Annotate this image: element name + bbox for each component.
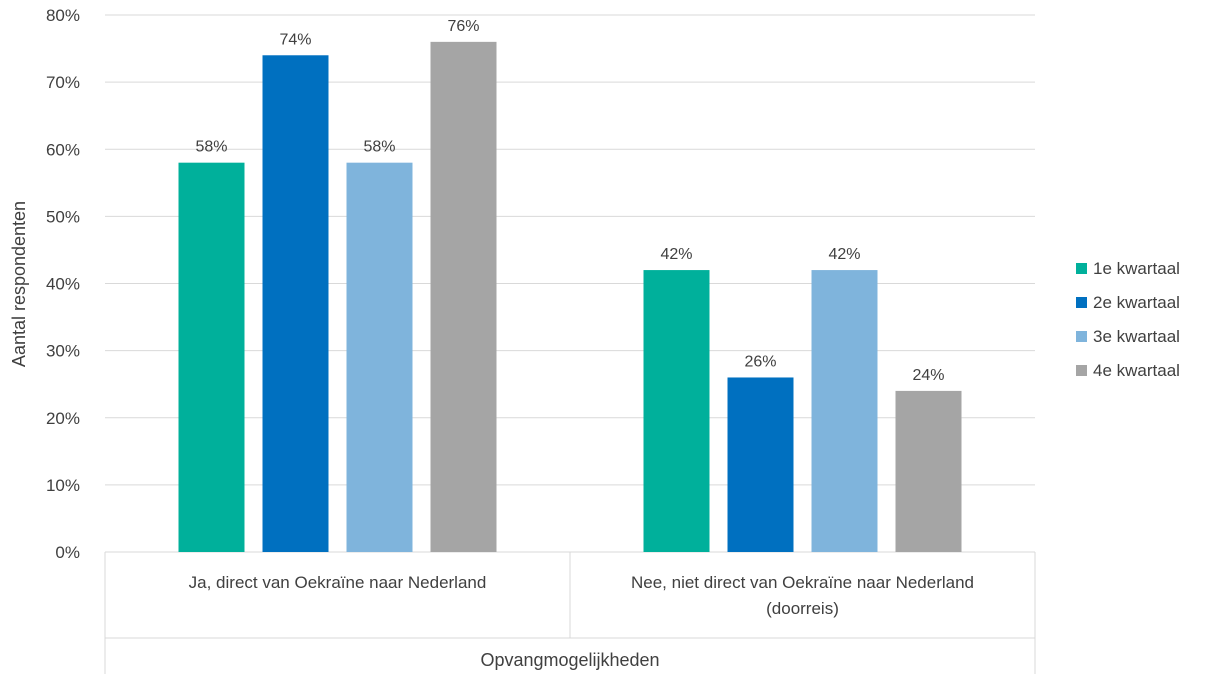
data-labels: 58% 74% 58% 76% 42% 26% 42% 24% (195, 18, 944, 384)
legend-swatch (1076, 331, 1087, 342)
x-axis: Ja, direct van Oekraïne naar Nederland Ne… (104, 552, 1036, 674)
category-label: Nee, niet direct van Oekraïne naar Neder… (631, 573, 974, 592)
y-tick-label: 20% (46, 409, 80, 428)
bar (178, 162, 245, 553)
legend-label: 1e kwartaal (1093, 259, 1180, 278)
bar-data-label: 58% (195, 139, 227, 156)
legend: 1e kwartaal 2e kwartaal 3e kwartaal 4e kwar… (1076, 259, 1180, 380)
bar (895, 390, 962, 552)
bar-data-label: 58% (363, 139, 395, 156)
legend-swatch (1076, 297, 1087, 308)
category-label: (doorreis) (766, 599, 839, 618)
y-axis-title: Aantal respondenten (9, 201, 29, 367)
category-label: Ja, direct van Oekraïne naar Nederland (189, 573, 487, 592)
y-tick-label: 50% (46, 207, 80, 226)
y-tick-label: 70% (46, 73, 80, 92)
bar (811, 270, 878, 552)
bar-data-label: 42% (660, 246, 692, 263)
y-tick-label: 40% (46, 275, 80, 294)
bar (346, 162, 413, 553)
legend-label: 3e kwartaal (1093, 327, 1180, 346)
legend-swatch (1076, 263, 1087, 274)
bar-data-label: 24% (912, 367, 944, 384)
y-tick-label: 60% (46, 140, 80, 159)
y-tick-label: 0% (55, 543, 80, 562)
bar (430, 41, 497, 552)
legend-label: 2e kwartaal (1093, 293, 1180, 312)
bar-data-label: 42% (828, 246, 860, 263)
y-tick-label: 80% (46, 6, 80, 25)
y-axis-ticks: 0% 10% 20% 30% 40% 50% 60% 70% 80% (46, 6, 80, 562)
bar (727, 377, 794, 552)
y-tick-label: 10% (46, 476, 80, 495)
legend-swatch (1076, 365, 1087, 376)
bar (643, 270, 710, 552)
bar-data-label: 26% (744, 353, 776, 370)
bar (262, 55, 329, 553)
gridlines (105, 14, 1035, 553)
bar-data-label: 74% (279, 31, 311, 48)
bars (178, 41, 962, 553)
x-axis-title: Opvangmogelijkheden (480, 650, 659, 670)
y-tick-label: 30% (46, 342, 80, 361)
legend-label: 4e kwartaal (1093, 361, 1180, 380)
bar-data-label: 76% (447, 18, 479, 35)
